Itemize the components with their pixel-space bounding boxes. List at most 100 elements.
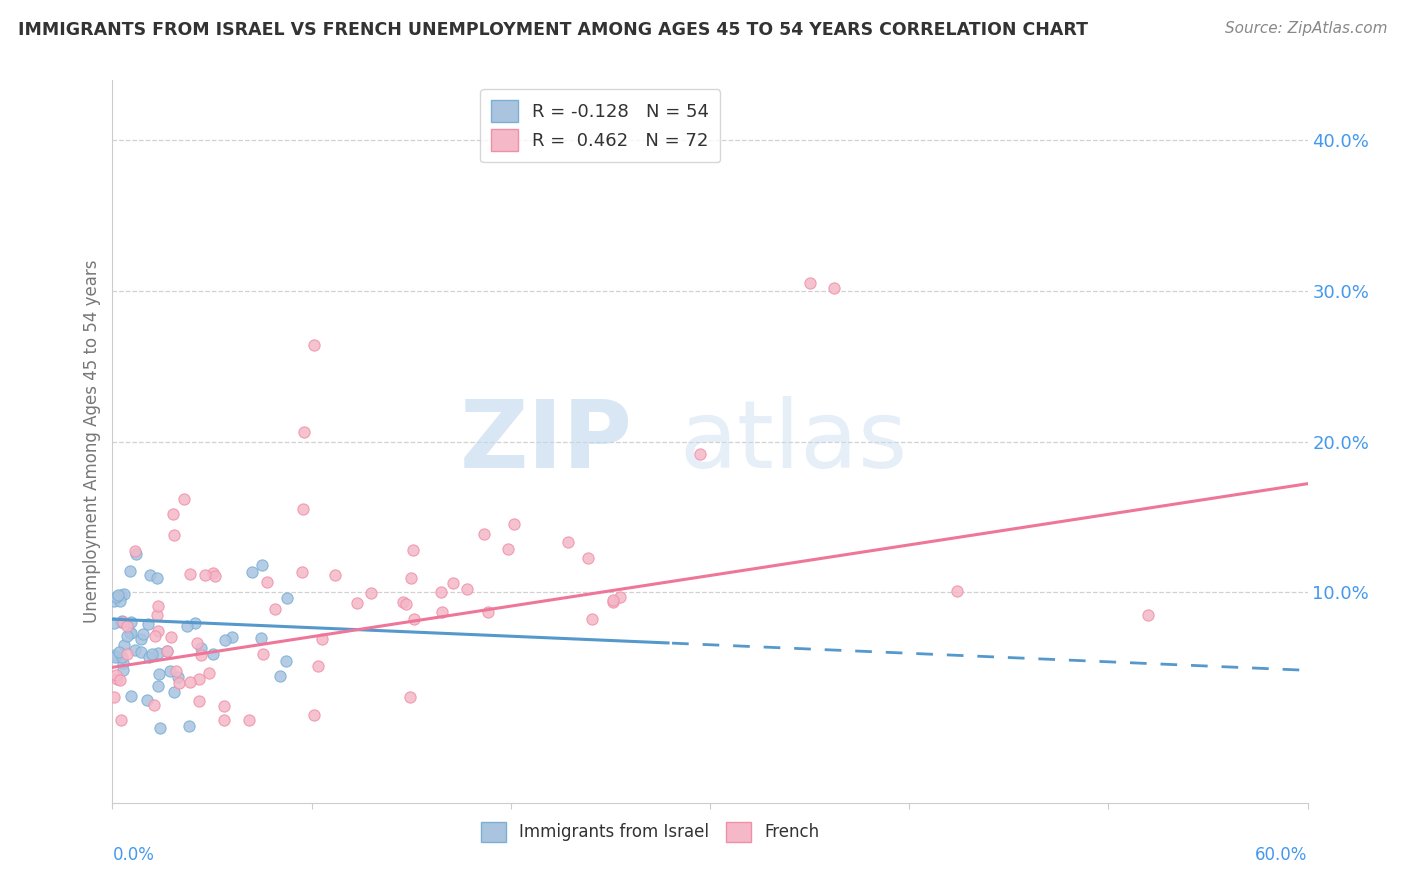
Point [292,425,315,440]
Point [214,713,236,727]
Point [120,615,142,629]
Point [146,599,169,613]
Point [198,666,221,681]
Point [108,594,131,608]
Point [202,566,225,580]
Point [142,698,165,712]
Point [105,668,128,682]
Point [177,719,200,733]
Point [173,492,195,507]
Point [609,590,631,604]
Point [391,595,413,609]
Point [159,630,181,644]
Point [264,602,287,616]
Point [399,571,422,585]
Point [190,640,212,655]
Point [311,632,333,647]
Point [176,619,198,633]
Point [132,627,155,641]
Point [395,597,418,611]
Text: 60.0%: 60.0% [1256,847,1308,864]
Point [169,676,191,690]
Point [163,684,186,698]
Point [146,571,169,585]
Point [111,649,134,664]
Point [402,543,425,558]
Point [302,338,325,352]
Point [179,674,201,689]
Point [138,649,160,664]
Point [194,568,217,582]
Point [124,643,146,657]
Point [456,582,478,597]
Point [112,638,135,652]
Point [104,590,127,604]
Point [103,594,125,608]
Point [252,558,274,572]
Point [946,583,969,598]
Point [125,548,148,562]
Point [477,605,499,619]
Point [214,633,236,648]
Point [104,648,127,663]
Point [221,630,243,644]
Point [249,631,271,645]
Point [602,595,624,609]
Point [581,611,603,625]
Point [269,668,291,682]
Point [187,694,209,708]
Point [346,596,368,610]
Point [323,568,346,582]
Point [799,277,821,291]
Point [156,644,179,658]
Point [104,649,127,664]
Y-axis label: Unemployment Among Ages 45 to 54 years: Unemployment Among Ages 45 to 54 years [83,260,101,624]
Point [111,656,134,670]
Point [110,615,132,629]
Point [138,567,160,582]
Point [118,565,141,579]
Point [135,693,157,707]
Point [496,541,519,556]
Point [108,673,131,688]
Point [557,534,579,549]
Point [689,446,711,460]
Point [110,713,132,727]
Point [256,575,278,590]
Point [302,708,325,723]
Point [149,721,172,735]
Point [117,629,139,643]
Point [118,626,141,640]
Point [146,646,169,660]
Point [399,690,422,704]
Text: ZIP: ZIP [460,395,633,488]
Point [110,588,132,602]
Point [179,567,201,582]
Point [103,690,125,705]
Point [148,679,170,693]
Point [143,629,166,643]
Point [576,551,599,566]
Point [146,624,169,638]
Point [291,565,314,579]
Text: Source: ZipAtlas.com: Source: ZipAtlas.com [1225,21,1388,36]
Point [117,619,139,633]
Point [148,666,170,681]
Point [111,615,134,630]
Point [472,527,495,541]
Point [276,654,298,668]
Point [291,502,314,516]
Point [155,643,177,657]
Point [252,647,274,661]
Point [159,664,181,678]
Point [360,586,382,600]
Point [111,663,134,677]
Legend: Immigrants from Israel, French: Immigrants from Israel, French [474,815,827,848]
Point [238,713,260,727]
Point [167,670,190,684]
Point [602,592,624,607]
Point [186,636,208,650]
Point [188,672,211,686]
Point [111,614,134,628]
Point [120,689,142,703]
